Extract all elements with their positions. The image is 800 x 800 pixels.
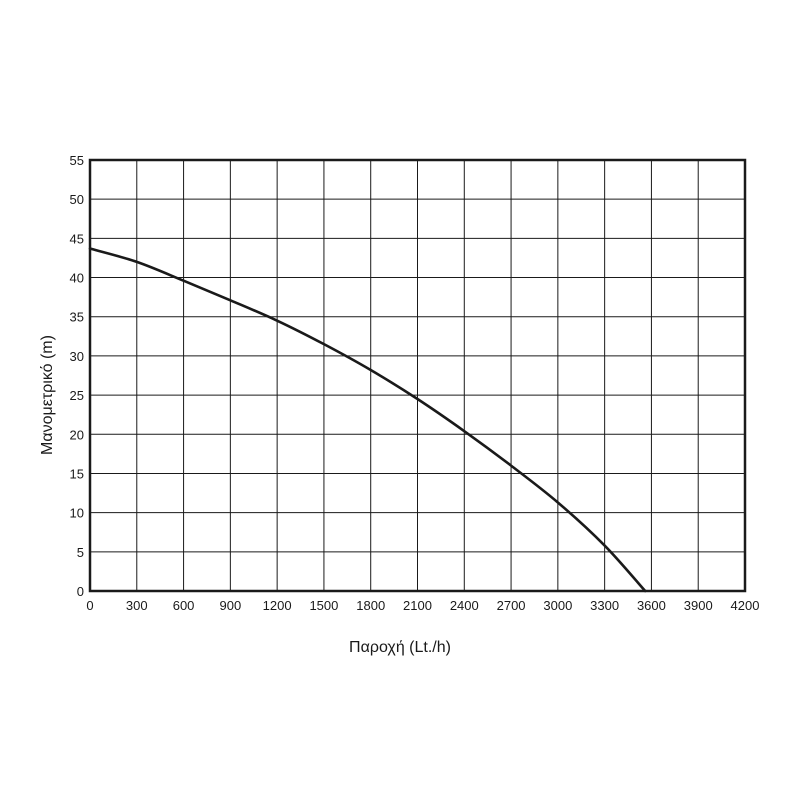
x-tick-label: 2400 (450, 598, 479, 613)
x-tick-label: 3300 (590, 598, 619, 613)
x-tick-label: 2700 (497, 598, 526, 613)
x-tick-labels: 0 300 600 900 1200 1500 1800 2100 2400 2700 3000 33… (86, 598, 759, 613)
y-tick-label: 50 (70, 192, 84, 207)
series-layer (88, 247, 647, 593)
y-tick-label: 55 (70, 153, 84, 168)
x-tick-label: 300 (126, 598, 148, 613)
x-tick-label: 1800 (356, 598, 385, 613)
x-tick-label: 2100 (403, 598, 432, 613)
y-tick-label: 20 (70, 427, 84, 442)
y-tick-labels: 0 5 10 15 20 25 30 35 40 45 50 55 (70, 153, 84, 599)
y-tick-label: 25 (70, 388, 84, 403)
y-tick-label: 40 (70, 271, 84, 286)
x-tick-label: 0 (86, 598, 93, 613)
plot-frame (88, 158, 747, 593)
y-tick-label: 45 (70, 231, 84, 246)
x-tick-label: 3600 (637, 598, 666, 613)
y-tick-label: 30 (70, 349, 84, 364)
y-tick-label: 10 (70, 506, 84, 521)
x-tick-label: 3000 (543, 598, 572, 613)
pump-curve-line (88, 247, 647, 593)
x-tick-label: 4200 (731, 598, 760, 613)
y-tick-label: 15 (70, 466, 84, 481)
x-tick-label: 600 (173, 598, 195, 613)
grid (89, 159, 746, 592)
y-tick-label: 35 (70, 310, 84, 325)
x-tick-label: 900 (220, 598, 242, 613)
y-tick-label: 5 (77, 545, 84, 560)
x-tick-label: 1500 (309, 598, 338, 613)
y-axis-label: Μανομετρικό (m) (39, 335, 56, 455)
x-tick-label: 3900 (684, 598, 713, 613)
x-tick-label: 1200 (263, 598, 292, 613)
x-axis-label: Παροχή (Lt./h) (349, 639, 451, 656)
y-tick-label: 0 (77, 584, 84, 599)
